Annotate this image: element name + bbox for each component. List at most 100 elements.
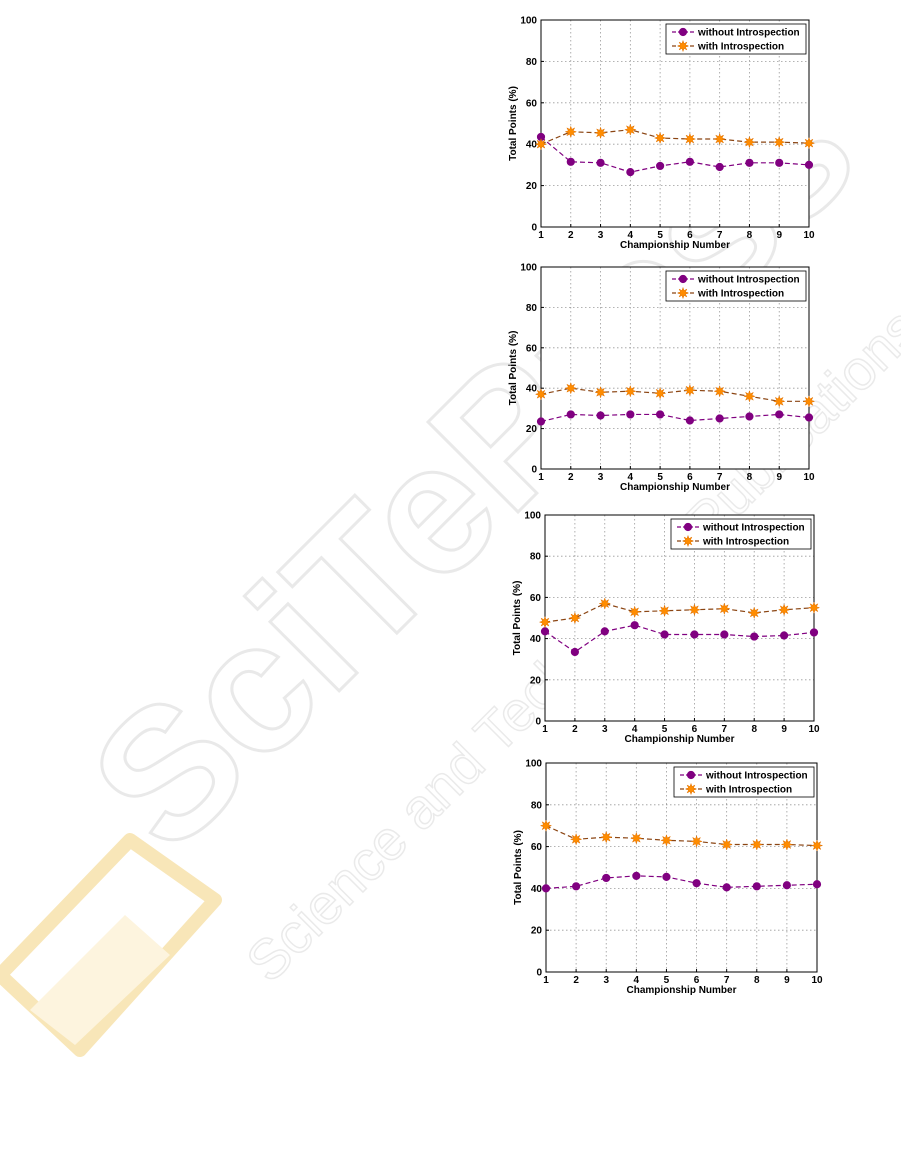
data-point	[568, 611, 582, 625]
y-tick-label: 0	[535, 717, 541, 728]
data-point	[600, 627, 609, 636]
y-tick-label: 0	[531, 465, 537, 476]
data-point	[802, 136, 816, 150]
data-point	[534, 137, 548, 151]
data-point	[812, 880, 822, 889]
grid	[541, 267, 809, 469]
legend-marker	[676, 286, 690, 300]
series-line	[540, 136, 810, 173]
y-tick-label: 100	[525, 759, 542, 770]
x-tick-label: 8	[747, 472, 753, 483]
x-tick-label: 1	[538, 472, 544, 483]
plot-area	[546, 763, 817, 972]
legend-box	[670, 518, 812, 550]
legend-marker	[678, 27, 688, 37]
data-point	[596, 411, 605, 420]
x-tick-label: 8	[751, 724, 757, 735]
x-axis-label: Championship Number	[626, 985, 736, 996]
data-point	[720, 630, 729, 639]
series-without-introspection	[536, 410, 814, 426]
data-point	[534, 387, 548, 401]
data-point	[624, 123, 637, 137]
x-tick-label: 4	[634, 975, 640, 986]
data-point	[775, 410, 784, 419]
data-point	[722, 883, 731, 892]
data-point	[685, 157, 694, 166]
x-axis-label: Championship Number	[620, 482, 730, 493]
data-point	[626, 168, 635, 177]
legend-label: with Introspection	[697, 289, 784, 300]
legend: without Introspection with Introspection	[673, 766, 815, 798]
y-axis-label: Total Points (%)	[508, 86, 519, 161]
data-point	[777, 603, 791, 617]
data-point	[683, 132, 697, 146]
x-tick-label: 4	[628, 230, 634, 241]
y-axis-label: Total Points (%)	[508, 331, 519, 406]
data-point	[566, 410, 575, 419]
x-tick-label: 5	[662, 724, 668, 735]
series-line	[544, 602, 815, 623]
x-tick-label: 9	[784, 975, 790, 986]
y-tick-label: 20	[530, 675, 542, 686]
legend: without Introspection with Introspection	[665, 23, 807, 55]
legend-label: without Introspection	[702, 523, 805, 534]
plot-area	[541, 20, 809, 227]
y-tick-label: 60	[530, 593, 542, 604]
legend-marker	[684, 782, 698, 796]
grid	[545, 515, 814, 721]
data-point	[718, 602, 731, 616]
y-tick-label: 20	[526, 424, 538, 435]
y-axis-label: Total Points (%)	[512, 581, 523, 656]
axes-frame	[545, 762, 818, 973]
data-point	[713, 384, 726, 398]
chart-4: 0 20 40 60 80 100 1 2 3 4 5 6 7 8 9 10 Championship Numb…	[513, 759, 824, 996]
x-tick-label: 8	[747, 230, 753, 241]
series-with-introspection	[539, 819, 824, 852]
x-tick-label: 10	[803, 230, 815, 241]
x-tick-label: 7	[717, 230, 723, 241]
x-tick-label: 10	[811, 975, 823, 986]
data-point	[683, 383, 697, 397]
y-tick-label: 60	[531, 842, 543, 853]
x-tick-label: 2	[568, 472, 574, 483]
data-point	[628, 605, 641, 619]
x-tick-label: 5	[664, 975, 670, 986]
y-tick-label: 0	[531, 223, 537, 234]
y-tick-label: 40	[531, 884, 543, 895]
data-point	[662, 872, 671, 882]
series-without-introspection	[536, 132, 814, 177]
data-point	[807, 601, 821, 615]
x-tick-label: 5	[657, 230, 663, 241]
series-with-introspection	[534, 123, 816, 151]
data-point	[772, 395, 786, 408]
y-tick-label: 0	[536, 968, 542, 979]
data-point	[780, 838, 794, 851]
y-tick-label: 60	[526, 343, 538, 354]
legend-box	[665, 23, 807, 55]
series-with-introspection	[534, 381, 816, 408]
data-point	[626, 410, 635, 419]
x-tick-label: 6	[687, 230, 693, 241]
x-tick-label: 3	[598, 472, 604, 483]
data-point	[804, 413, 814, 422]
data-point	[752, 882, 761, 891]
legend-marker	[676, 39, 690, 53]
y-tick-label: 100	[520, 263, 537, 274]
y-tick-label: 60	[526, 98, 538, 109]
tick-labels: 0 20 40 60 80 100 1 2 3 4 5 6 7 8 9 10	[525, 759, 823, 987]
x-tick-label: 2	[573, 975, 579, 986]
data-point	[632, 871, 641, 880]
series-line	[545, 875, 818, 889]
chart-1: 0 20 40 60 80 100 1 2 3 4 5 6 7 8 9 10 Championship Numb…	[508, 16, 816, 251]
y-tick-label: 80	[531, 800, 543, 811]
data-point	[594, 126, 607, 140]
data-point	[690, 835, 703, 848]
x-tick-label: 7	[722, 724, 728, 735]
data-point	[653, 386, 667, 400]
y-tick-label: 40	[530, 634, 542, 645]
chart-3: 0 20 40 60 80 100 1 2 3 4 5 6 7 8 9 10 Championship Numb…	[512, 511, 821, 745]
legend-label: with Introspection	[702, 537, 789, 548]
data-point	[630, 831, 643, 845]
data-point	[720, 838, 733, 851]
series-without-introspection	[541, 871, 822, 893]
